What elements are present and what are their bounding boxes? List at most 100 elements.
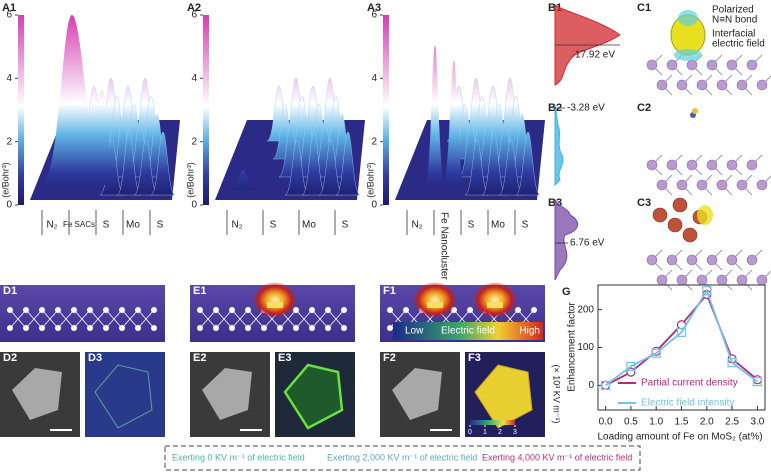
axis-label: N₂ bbox=[46, 220, 57, 231]
charge-cloud bbox=[678, 10, 698, 26]
axis-label: Mo bbox=[302, 220, 316, 231]
panel-label: E3 bbox=[278, 352, 291, 364]
atom bbox=[676, 79, 688, 91]
panel-label: D3 bbox=[88, 352, 102, 364]
atom bbox=[135, 307, 141, 313]
panel-label: C1 bbox=[637, 2, 651, 14]
bond bbox=[105, 309, 123, 329]
atom bbox=[676, 179, 688, 191]
surface-peak bbox=[425, 45, 445, 185]
atom bbox=[692, 108, 698, 114]
atom bbox=[151, 325, 157, 331]
colorbar-title: (e/Bohr³) bbox=[185, 162, 195, 198]
atom bbox=[7, 325, 13, 331]
axis-label: S bbox=[468, 220, 475, 231]
colorbar-tick-label: 3 bbox=[513, 429, 517, 436]
bond bbox=[199, 309, 217, 329]
field-shape bbox=[94, 364, 153, 429]
axis-label: N₂ bbox=[411, 220, 422, 231]
atom bbox=[213, 325, 219, 331]
axis-label: S bbox=[103, 220, 110, 231]
atom bbox=[229, 307, 235, 313]
bond bbox=[389, 309, 407, 329]
atom bbox=[467, 307, 473, 313]
surface-peak bbox=[116, 131, 142, 196]
fe-atom bbox=[672, 197, 688, 213]
atom bbox=[309, 325, 315, 331]
bond bbox=[73, 309, 91, 329]
atom bbox=[726, 159, 738, 171]
axis-label: Mo bbox=[126, 220, 140, 231]
annotation: 6.76 eV bbox=[570, 238, 605, 249]
colorbar-tick-label: 0 bbox=[468, 429, 472, 436]
atom bbox=[716, 274, 728, 286]
charge-cloud bbox=[697, 205, 713, 225]
panel-label: A3 bbox=[367, 2, 381, 14]
dos-curve bbox=[554, 104, 564, 187]
atom bbox=[23, 325, 29, 331]
atom bbox=[229, 325, 235, 331]
marker bbox=[676, 327, 687, 337]
surface-peak bbox=[230, 170, 257, 190]
panel-label: D2 bbox=[3, 352, 17, 364]
surface-peak bbox=[515, 131, 541, 196]
axis-label: S bbox=[270, 220, 277, 231]
legend-label: Partial current density bbox=[641, 378, 738, 389]
slab bbox=[0, 285, 165, 342]
plot-frame bbox=[597, 284, 766, 411]
atom bbox=[87, 325, 93, 331]
annotation: N≡N bond bbox=[712, 15, 757, 26]
atom bbox=[746, 159, 758, 171]
atom bbox=[736, 79, 748, 91]
series-line bbox=[605, 288, 758, 387]
x-tick-label: 1.5 bbox=[675, 417, 689, 428]
atom bbox=[119, 325, 125, 331]
bond bbox=[137, 309, 155, 329]
bond bbox=[295, 309, 313, 329]
x-tick-label: 1.0 bbox=[649, 417, 663, 428]
colorbar-tick-label: 6 bbox=[371, 10, 377, 21]
bond bbox=[9, 309, 27, 329]
atom bbox=[706, 159, 718, 171]
marker bbox=[702, 286, 712, 296]
atom bbox=[325, 307, 331, 313]
atom bbox=[515, 307, 521, 313]
colorbar-title: (e/Bohr³) bbox=[365, 162, 375, 198]
y-tick-label: 100 bbox=[577, 342, 594, 353]
colorbar-tick-label: 2 bbox=[498, 429, 502, 436]
atom bbox=[71, 325, 77, 331]
legend-text: Exerting 0 KV m⁻¹ of electric field bbox=[172, 452, 305, 462]
panel-label: E2 bbox=[193, 352, 206, 364]
atom bbox=[341, 307, 347, 313]
atom bbox=[23, 307, 29, 313]
colorbar-tick-label: 6 bbox=[191, 10, 197, 21]
atom bbox=[245, 307, 251, 313]
atom bbox=[245, 325, 251, 331]
x-tick-label: 3.0 bbox=[750, 417, 764, 428]
colorbar-tick-label: 2 bbox=[6, 136, 12, 147]
y-tick-label: 0 bbox=[588, 380, 594, 391]
atom bbox=[666, 159, 678, 171]
atom bbox=[55, 307, 61, 313]
particle bbox=[12, 368, 62, 420]
fe-atom bbox=[667, 217, 683, 233]
axis-label: Fe Nanocluster bbox=[438, 212, 449, 280]
atom bbox=[646, 159, 658, 171]
panel-label: C2 bbox=[637, 102, 651, 114]
atom bbox=[686, 159, 698, 171]
bond bbox=[327, 309, 345, 329]
hotspot bbox=[413, 282, 457, 318]
atom bbox=[656, 274, 668, 286]
panel-label: A1 bbox=[2, 2, 16, 14]
atom bbox=[706, 254, 718, 266]
atom bbox=[87, 307, 93, 313]
bond bbox=[311, 309, 329, 329]
atom bbox=[261, 325, 267, 331]
fe-cluster bbox=[267, 302, 283, 308]
colorbar bbox=[18, 15, 24, 205]
atom bbox=[756, 79, 768, 91]
atom bbox=[135, 325, 141, 331]
particle bbox=[202, 368, 252, 420]
atom bbox=[756, 179, 768, 191]
